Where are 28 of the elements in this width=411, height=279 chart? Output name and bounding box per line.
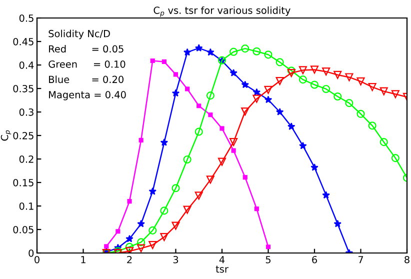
y-tick-label: 0.15 [13, 178, 34, 186]
y-tick-label: 0.5 [19, 14, 34, 22]
x-tick-label: 6 [312, 256, 317, 264]
annotation: Blue = 0.20 [49, 76, 124, 84]
y-tick-label: 0.05 [13, 226, 34, 234]
x-axis-title: tsr [216, 266, 228, 273]
x-tick-label: 2 [127, 256, 132, 264]
y-tick-label: 0.4 [19, 61, 34, 69]
y-tick-label: 0.1 [19, 202, 34, 210]
chart-title: C$_{p}$ vs. tsr for various solidity [154, 6, 290, 17]
y-tick-label: 0.2 [19, 155, 34, 163]
x-tick-label: 4 [219, 256, 225, 264]
annotation: Green = 0.10 [48, 60, 126, 68]
y-tick-label: 0.3 [19, 108, 34, 116]
y-tick-label: 0.25 [13, 132, 34, 140]
x-tick-label: 7 [358, 256, 364, 264]
x-tick-label: 1 [81, 256, 86, 264]
x-tick-label: 8 [404, 256, 410, 264]
annotation: Red = 0.05 [49, 45, 124, 53]
x-tick-label: 0 [34, 256, 40, 264]
y-tick-label: 0.45 [13, 38, 34, 46]
annotation: Magenta = 0.40 [49, 91, 126, 100]
y-tick-label: 0 [28, 249, 34, 257]
y-axis-title: C$_{p}$ [0, 130, 12, 141]
x-tick-label: 5 [266, 256, 270, 264]
annotation: Solidity Nc/D [48, 30, 110, 40]
y-tick-label: 0.35 [13, 84, 34, 92]
x-tick-label: 3 [173, 256, 178, 264]
